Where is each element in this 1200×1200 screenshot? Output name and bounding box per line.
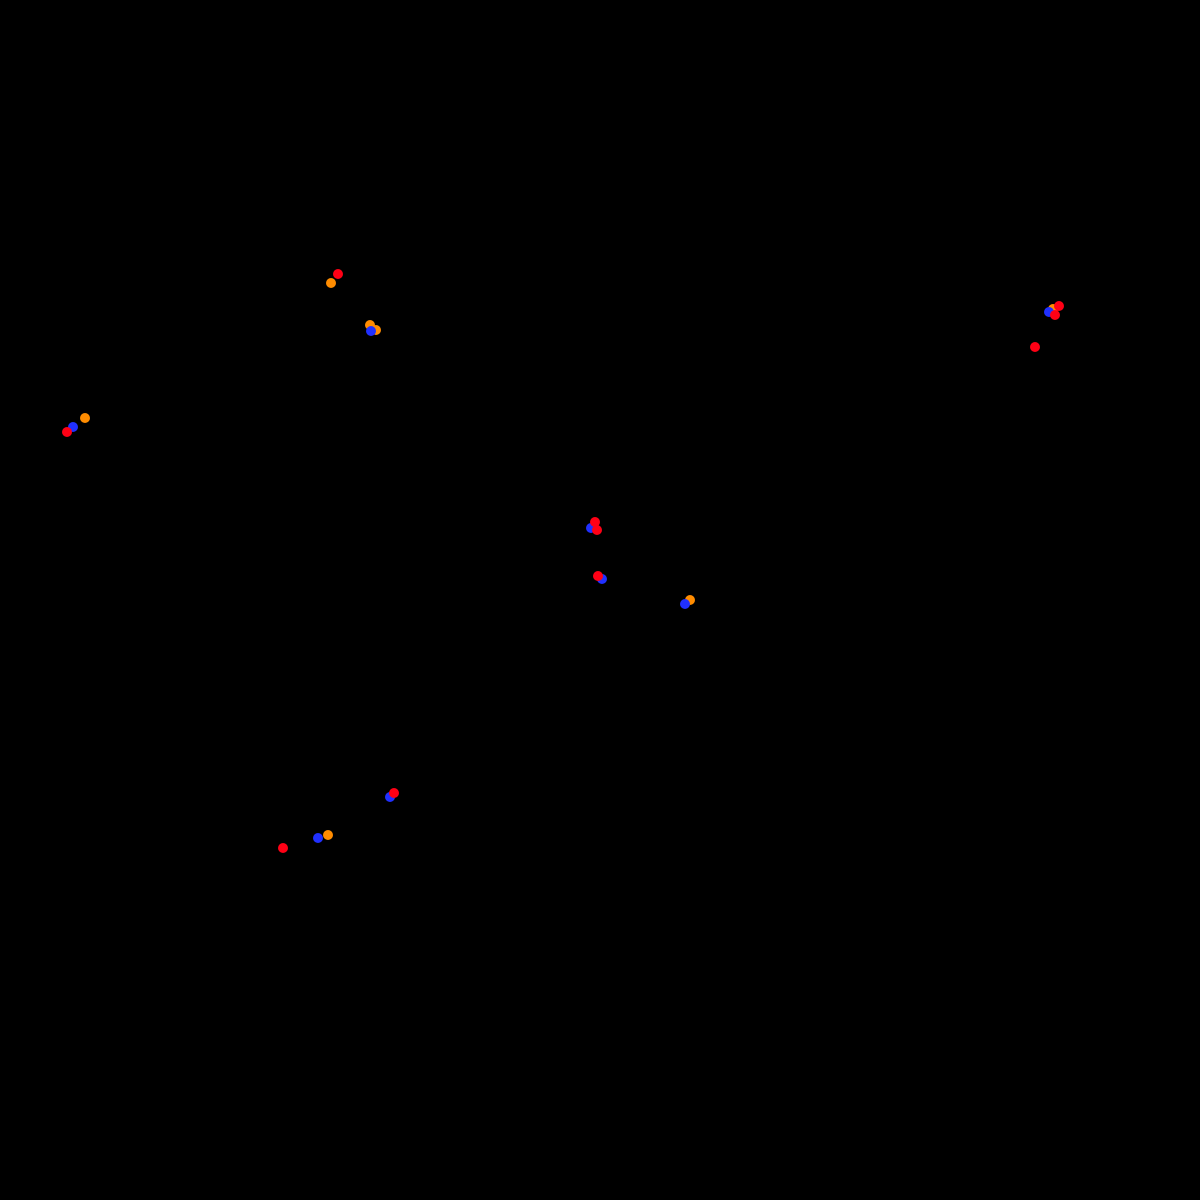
point-red — [62, 427, 72, 437]
point-red — [592, 525, 602, 535]
point-blue — [680, 599, 690, 609]
point-orange — [80, 413, 90, 423]
point-blue — [366, 326, 376, 336]
point-orange — [323, 830, 333, 840]
point-red — [1050, 310, 1060, 320]
point-red — [333, 269, 343, 279]
scatter-plot — [0, 0, 1200, 1200]
point-red — [1030, 342, 1040, 352]
point-red — [389, 788, 399, 798]
point-red — [593, 571, 603, 581]
point-blue — [313, 833, 323, 843]
point-orange — [326, 278, 336, 288]
point-red — [278, 843, 288, 853]
